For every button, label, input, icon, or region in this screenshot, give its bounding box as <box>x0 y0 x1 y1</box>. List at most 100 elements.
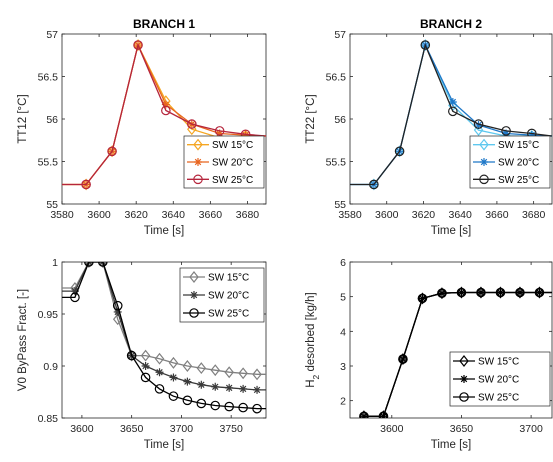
x-axis-label: Time [s] <box>431 225 471 237</box>
legend-marker <box>194 158 202 166</box>
data-point <box>161 100 170 109</box>
data-point <box>417 292 428 305</box>
legend-marker <box>480 158 488 166</box>
data-point <box>252 368 262 381</box>
legend-marker <box>459 355 469 367</box>
x-tick-label: 3620 <box>412 209 436 221</box>
chart-title: BRANCH 1 <box>133 17 195 31</box>
y-tick-label: 0.9 <box>43 361 58 373</box>
data-point <box>187 119 197 129</box>
data-point <box>113 307 122 316</box>
y-tick-label: 6 <box>340 257 346 269</box>
data-point <box>534 286 545 299</box>
data-point <box>369 179 379 190</box>
y-tick-label: 56.5 <box>326 72 347 84</box>
data-point <box>182 395 193 406</box>
data-point <box>224 366 234 379</box>
y-tick-label: 0.85 <box>38 413 59 425</box>
data-point <box>420 40 431 50</box>
series-line <box>350 43 552 186</box>
data-point <box>133 39 143 52</box>
data-point <box>238 367 248 380</box>
series-3 <box>359 287 552 418</box>
legend-marker <box>193 138 203 151</box>
series-line <box>62 262 266 375</box>
legend-marker <box>479 138 489 151</box>
x-tick-label: 3660 <box>485 209 509 221</box>
data-point <box>253 385 262 394</box>
y-tick-label: 56.5 <box>38 72 59 84</box>
x-tick-label: 3600 <box>70 423 94 435</box>
data-point <box>502 129 511 138</box>
x-tick-label: 3580 <box>338 209 362 221</box>
y-tick-label: 57 <box>46 29 58 41</box>
data-point <box>168 356 179 369</box>
series-1 <box>62 262 266 381</box>
y-tick-label: 56 <box>46 114 58 126</box>
data-point <box>141 362 150 370</box>
data-point <box>473 124 484 137</box>
x-tick-label: 3580 <box>50 209 74 221</box>
data-point <box>476 286 486 299</box>
x-tick-label: 3680 <box>236 209 260 221</box>
data-point <box>154 352 165 365</box>
data-point <box>140 372 151 383</box>
x-tick-label: 3600 <box>375 209 399 221</box>
data-point <box>495 286 506 299</box>
data-point <box>98 262 108 267</box>
series-3 <box>350 40 552 190</box>
legend-marker <box>193 174 203 185</box>
legend-label: SW 20°C <box>208 291 249 302</box>
data-point <box>448 98 457 106</box>
data-point <box>534 287 545 298</box>
data-point <box>437 287 447 300</box>
legend-label: SW 25°C <box>212 175 253 186</box>
chart-2: 3580 3600 3620 3640 3660 3680 55 55.5 56 56.5 57 BR… <box>305 17 553 237</box>
legend-label: SW 20°C <box>212 158 253 169</box>
series-line <box>62 262 266 410</box>
data-point <box>527 131 536 140</box>
legend: SW 15°C SW 20°C SW 25°C <box>183 135 265 189</box>
series-3 <box>62 40 266 190</box>
data-point <box>448 106 458 117</box>
data-point <box>238 402 248 413</box>
data-point <box>182 360 193 372</box>
data-point <box>501 126 511 136</box>
x-tick-label: 3660 <box>199 209 223 221</box>
y-tick-label: 2 <box>340 396 346 408</box>
data-point <box>169 373 178 382</box>
data-point <box>211 382 220 391</box>
legend-marker <box>190 291 198 299</box>
x-tick-label: 3650 <box>450 423 474 435</box>
data-point <box>476 287 486 298</box>
x-tick-label: 3700 <box>170 423 194 435</box>
data-point <box>161 105 171 116</box>
data-point <box>98 262 108 268</box>
y-tick-label: 57 <box>334 29 346 41</box>
data-point <box>515 287 525 298</box>
series-line <box>363 291 552 417</box>
chart-title: BRANCH 2 <box>420 17 482 31</box>
series-line <box>62 43 266 186</box>
data-point <box>126 349 137 362</box>
data-point <box>107 146 117 157</box>
data-point <box>183 377 192 386</box>
legend-marker <box>189 308 199 318</box>
data-point <box>126 350 137 361</box>
data-point <box>359 410 369 418</box>
legend-label: SW 25°C <box>498 175 539 186</box>
x-axis-label: Time [s] <box>431 439 471 451</box>
x-tick-label: 3700 <box>519 423 543 435</box>
x-tick-label: 3640 <box>449 209 473 221</box>
y-tick-label: 5 <box>340 292 346 304</box>
legend-label: SW 15°C <box>478 357 519 368</box>
data-point <box>196 362 207 375</box>
legend: SW 15°C SW 20°C SW 25°C <box>449 351 551 407</box>
data-point <box>394 146 405 157</box>
y-axis-label: TT22 [°C] <box>305 94 317 143</box>
data-point <box>168 391 179 401</box>
data-point <box>515 286 525 299</box>
data-point <box>394 145 405 158</box>
legend-label: SW 20°C <box>478 375 519 386</box>
data-point <box>417 293 428 304</box>
